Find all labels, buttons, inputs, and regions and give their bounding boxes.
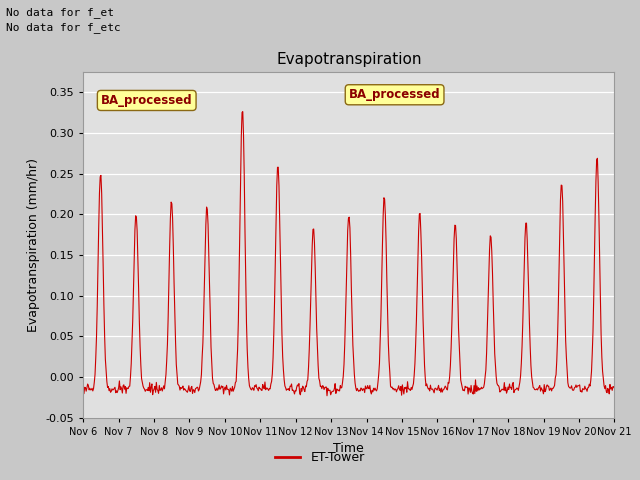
Text: No data for f_etc: No data for f_etc: [6, 22, 121, 33]
Title: Evapotranspiration: Evapotranspiration: [276, 52, 422, 67]
Text: BA_processed: BA_processed: [101, 94, 193, 107]
Y-axis label: Evapotranspiration (mm/hr): Evapotranspiration (mm/hr): [27, 158, 40, 332]
X-axis label: Time: Time: [333, 442, 364, 455]
Text: BA_processed: BA_processed: [349, 88, 440, 101]
Text: No data for f_et: No data for f_et: [6, 7, 115, 18]
Legend: ET-Tower: ET-Tower: [270, 446, 370, 469]
